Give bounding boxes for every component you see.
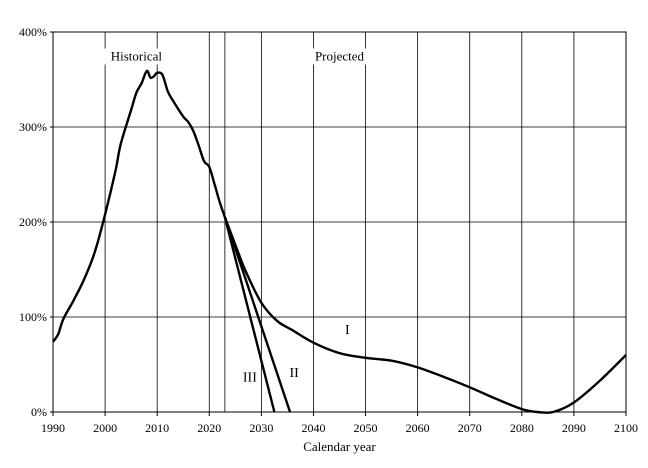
series-label: I bbox=[345, 323, 350, 338]
x-tick-label: 2010 bbox=[145, 421, 169, 435]
series-label: III bbox=[243, 371, 257, 386]
x-tick-label: 1990 bbox=[41, 421, 65, 435]
x-tick-label: 2080 bbox=[510, 421, 534, 435]
annotation-background bbox=[104, 48, 169, 65]
x-axis-label: Calendar year bbox=[303, 439, 376, 454]
annotation-projected: Projected bbox=[315, 49, 365, 64]
y-tick-label: 200% bbox=[19, 215, 47, 229]
y-tick-label: 300% bbox=[19, 120, 47, 134]
x-tick-label: 2050 bbox=[354, 421, 378, 435]
x-tick-label: 2070 bbox=[458, 421, 482, 435]
series-line-historical bbox=[52, 69, 227, 343]
x-tick-label: 2090 bbox=[562, 421, 586, 435]
x-tick-label: 2100 bbox=[614, 421, 638, 435]
series-line-ii bbox=[223, 216, 292, 413]
x-tick-label: 2040 bbox=[301, 421, 325, 435]
x-tick-label: 2030 bbox=[249, 421, 273, 435]
tick-labels: 0% 100% 200% 300% 400% 1990 2000 2010 2020 2030 20… bbox=[19, 25, 638, 435]
y-tick-label: 400% bbox=[19, 25, 47, 39]
x-tick-label: 2000 bbox=[93, 421, 117, 435]
series-label: II bbox=[290, 366, 300, 381]
x-tick-label: 2020 bbox=[197, 421, 221, 435]
y-tick-label: 0% bbox=[31, 405, 47, 419]
series-line-iii bbox=[223, 216, 276, 413]
annotation-historical: Historical bbox=[111, 49, 163, 64]
annotation-background bbox=[307, 48, 372, 65]
y-tick-label: 100% bbox=[19, 310, 47, 324]
x-tick-label: 2060 bbox=[406, 421, 430, 435]
